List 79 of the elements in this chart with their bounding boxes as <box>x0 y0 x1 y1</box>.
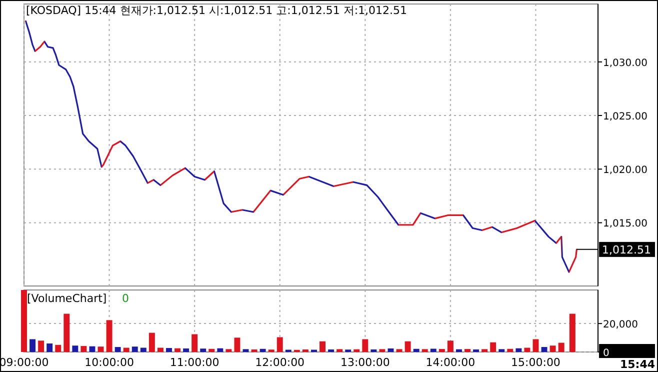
bar <box>558 342 564 352</box>
annotation: 0 <box>122 292 129 305</box>
x-tick-label: 15:00:00 <box>511 356 560 369</box>
bar <box>541 347 548 352</box>
y-tick-label: 1,020.00 <box>603 165 648 176</box>
bar <box>217 348 224 352</box>
bar <box>302 349 308 352</box>
bar <box>208 348 215 352</box>
bar <box>524 348 530 352</box>
bar <box>482 349 488 352</box>
bar <box>80 346 87 352</box>
bar <box>114 347 121 352</box>
bar <box>328 349 334 352</box>
bar <box>106 320 112 352</box>
y-tick-label: 0 <box>603 348 610 359</box>
bar <box>166 348 172 352</box>
ref-line-label: 1,012.51 <box>602 243 651 256</box>
bar <box>507 348 514 352</box>
bar <box>336 349 343 352</box>
x-tick-label: 09:00:00 <box>0 356 49 369</box>
bar <box>498 349 505 352</box>
bar <box>30 339 36 352</box>
bar <box>157 348 164 352</box>
x-tick-label: 12:00:00 <box>255 356 305 369</box>
bar <box>123 348 130 352</box>
bar <box>148 332 155 352</box>
bar <box>72 346 78 352</box>
bar <box>422 349 428 352</box>
x-tick-label: 11:00:00 <box>170 356 220 369</box>
y-tick-label: 1,030.00 <box>603 58 648 69</box>
bar <box>192 334 198 352</box>
bar <box>55 344 62 352</box>
bar <box>490 342 496 352</box>
bar <box>242 349 249 352</box>
bar <box>98 346 104 352</box>
bar <box>388 348 394 352</box>
bar <box>234 338 240 352</box>
bar <box>447 340 454 352</box>
bar <box>532 339 539 352</box>
bar <box>260 348 266 352</box>
bar <box>183 348 190 352</box>
bar <box>379 349 386 352</box>
bar <box>464 349 470 352</box>
bar <box>396 349 402 352</box>
bar <box>438 349 445 352</box>
bar <box>413 348 420 352</box>
annotation: [VolumeChart] <box>27 292 107 305</box>
y-tick-label: 20,000 <box>603 320 638 331</box>
x-tick-label: 10:00:00 <box>84 356 134 369</box>
line-series <box>24 20 578 273</box>
bar <box>38 340 44 352</box>
bar <box>21 290 27 352</box>
bar <box>174 348 181 352</box>
y-tick-label: 1,015.00 <box>603 218 648 230</box>
x-tick-label: 13:00:00 <box>340 356 390 369</box>
bar <box>226 349 232 352</box>
bar <box>404 341 411 352</box>
chart-title: [KOSDAQ] 15:44 현재가:1,012.51 시:1,012.51 고:1,012.51 저:1,012.51 <box>26 4 408 17</box>
text: 15:44 <box>620 358 656 371</box>
bar <box>569 314 576 352</box>
bar <box>46 343 53 352</box>
bar <box>550 346 556 352</box>
bar <box>320 341 326 352</box>
bar <box>473 349 480 352</box>
bar <box>276 337 283 352</box>
x-tick-label: 14:00:00 <box>426 356 476 369</box>
bar <box>516 348 522 352</box>
bar <box>370 349 377 352</box>
bar <box>140 348 146 352</box>
y-tick-label: 1,025.00 <box>603 112 648 123</box>
bar <box>251 349 258 352</box>
bar <box>89 346 96 352</box>
bar <box>354 349 360 352</box>
bar <box>132 346 138 352</box>
bar <box>456 349 462 352</box>
bar <box>430 348 436 352</box>
bar <box>64 314 70 352</box>
bar <box>200 348 206 352</box>
bar <box>362 339 368 352</box>
